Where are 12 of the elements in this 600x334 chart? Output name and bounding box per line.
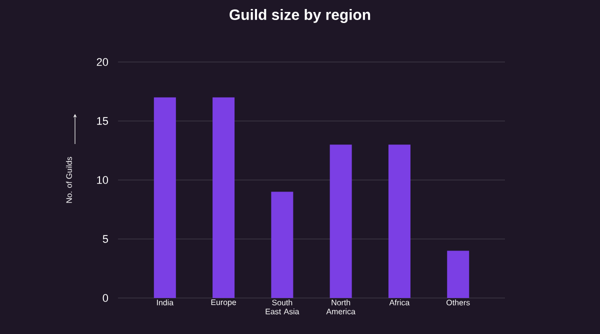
y-tick-label: 20 — [96, 58, 108, 66]
y-tick-label: 5 — [102, 235, 108, 243]
y-tick-label: 0 — [102, 294, 108, 302]
bar — [154, 97, 176, 298]
bar — [330, 144, 352, 298]
bar — [447, 250, 470, 298]
y-tick-label: 10 — [97, 176, 108, 184]
bar — [271, 192, 294, 298]
chart-title: Guild size by region — [230, 9, 370, 23]
bar — [388, 144, 410, 298]
y-tick-label: 15 — [97, 117, 108, 125]
bar — [212, 97, 235, 298]
